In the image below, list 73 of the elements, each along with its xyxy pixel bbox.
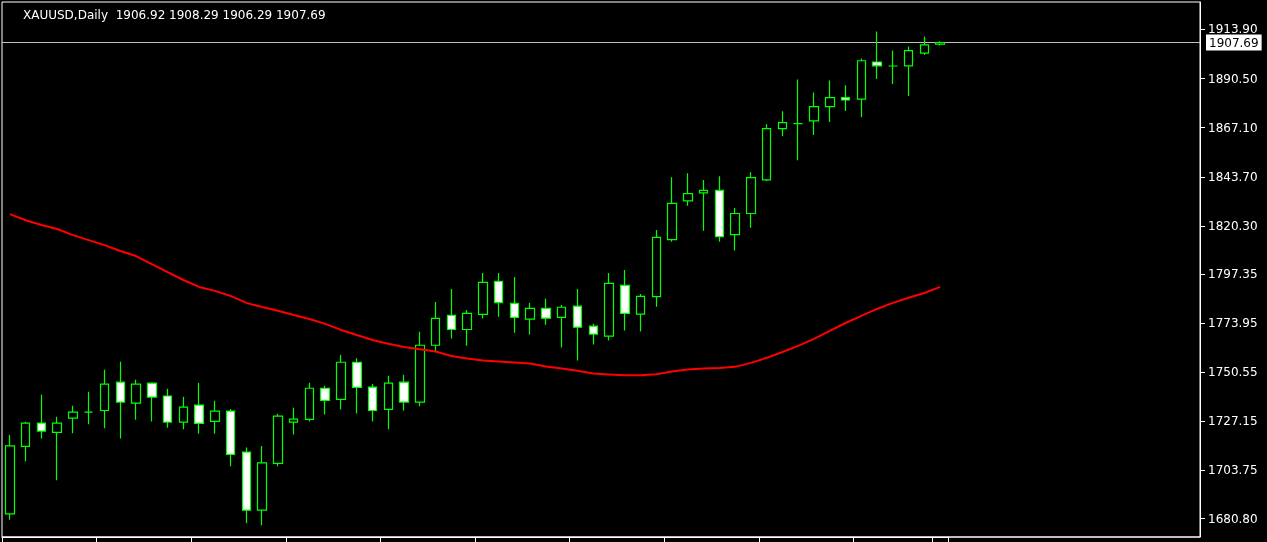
candlestick [619, 269, 631, 332]
candlestick [272, 413, 284, 467]
line-series [8, 213, 942, 377]
candlestick [67, 405, 79, 434]
y-tick-label: 1703.75 [1208, 463, 1258, 478]
candlestick [130, 379, 142, 421]
candlestick [808, 91, 820, 136]
candlestick [146, 382, 158, 422]
candlestick [524, 302, 536, 336]
candlestick [635, 293, 646, 333]
candlestick [193, 382, 205, 435]
candlestick [840, 84, 851, 112]
candlestick [430, 301, 441, 352]
candlestick [414, 331, 426, 407]
candlestick [461, 309, 473, 347]
candlestick [745, 171, 757, 229]
candlestick [856, 57, 867, 118]
y-tick-label: 1820.30 [1208, 218, 1258, 233]
ref-line-label: 1907.69 [1209, 35, 1259, 50]
candlestick [714, 175, 725, 243]
y-tick-label: 1773.95 [1208, 316, 1258, 331]
candlestick [209, 400, 221, 435]
candlestick [256, 445, 268, 526]
candlestick [446, 288, 457, 340]
candlestick [162, 388, 173, 429]
candlestick [383, 375, 394, 430]
candlestick [666, 176, 678, 243]
candlestick [919, 35, 930, 56]
candlestick [36, 394, 47, 439]
candlestick [588, 323, 599, 346]
candlestick [540, 298, 552, 326]
candlestick [367, 383, 378, 422]
candlestick [903, 45, 914, 97]
candlestick [115, 361, 126, 439]
candlestick [572, 288, 583, 362]
candlestick [178, 396, 189, 430]
candlestick [304, 382, 315, 422]
y-tick-label: 1680.80 [1208, 511, 1258, 526]
y-tick-label: 1913.90 [1208, 22, 1258, 37]
candlestick [4, 434, 16, 521]
text: XAUUSD,Daily 1906.92 1908.29 1906.29 1907.69 [23, 8, 326, 22]
candlestick [698, 179, 709, 232]
candlestick [934, 40, 946, 47]
candlestick [477, 272, 489, 320]
candlestick [729, 207, 741, 252]
candlestick [225, 408, 236, 467]
candlestick [603, 272, 615, 342]
y-tick-label: 1750.55 [1208, 365, 1258, 380]
candlestick [682, 172, 694, 207]
candlestick [99, 369, 110, 429]
candlestick [83, 391, 94, 425]
candlestick [20, 421, 31, 462]
y-tick-label: 1890.50 [1208, 71, 1258, 86]
candlestick [777, 110, 788, 137]
candlestick [556, 304, 567, 349]
candlestick [792, 78, 804, 161]
y-tick-label: 1797.35 [1208, 267, 1258, 282]
candlestick [398, 374, 410, 412]
candlestick [871, 30, 883, 80]
candlestick [824, 79, 836, 123]
candlestick [319, 385, 331, 416]
candlestick [288, 407, 299, 436]
candlestick [651, 229, 662, 308]
candlestick [335, 354, 347, 411]
candlestick [761, 123, 772, 182]
y-tick-label: 1867.10 [1208, 120, 1258, 135]
y-tick-label: 1843.70 [1208, 169, 1258, 184]
candlestick [509, 276, 520, 334]
candlestick [51, 416, 63, 481]
candlestick [493, 272, 504, 318]
candlestick [241, 447, 252, 524]
y-tick-label: 1727.15 [1208, 414, 1258, 429]
candlestick [351, 357, 363, 415]
